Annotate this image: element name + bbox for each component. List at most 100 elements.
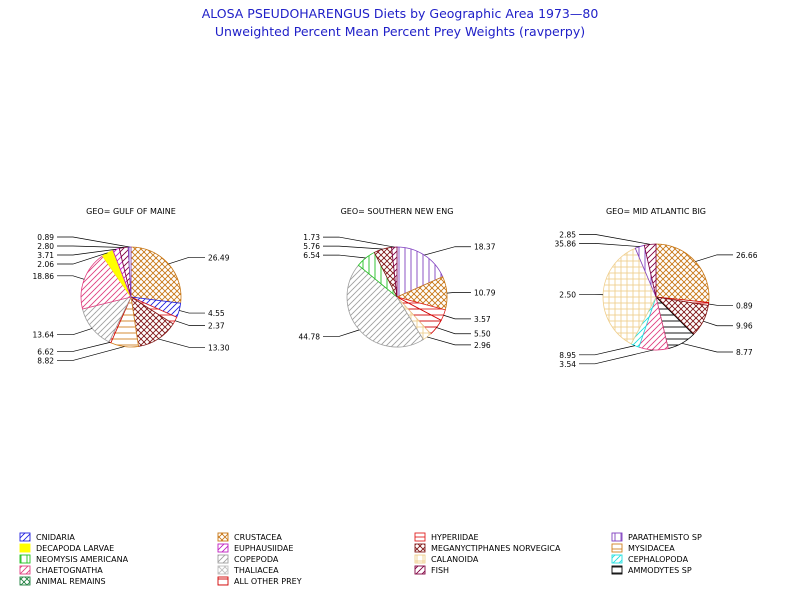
- pie-slice-crustacea: [655, 243, 710, 303]
- legend-label: CHAETOGNATHA: [36, 566, 103, 575]
- label-leader-line: [158, 338, 205, 348]
- legend-swatch: [217, 554, 229, 564]
- pie-slice-label: 2.50: [559, 290, 576, 299]
- pie-geo-label: GEO= GULF OF MAINE: [86, 207, 176, 216]
- legend-label: EUPHAUSIIDAE: [234, 544, 293, 553]
- label-leader-line: [323, 329, 360, 337]
- label-leader-line: [57, 236, 130, 248]
- legend-item-all-other-prey: ALL OTHER PREY: [217, 576, 302, 586]
- legend-swatch: [19, 565, 31, 575]
- label-leader-line: [703, 320, 733, 327]
- label-leader-line: [427, 336, 471, 346]
- legend-swatch: [217, 543, 229, 553]
- legend-label: ANIMAL REMAINS: [36, 577, 106, 586]
- legend-label: ALL OTHER PREY: [234, 577, 302, 586]
- pie-slice-label: 2.85: [559, 230, 576, 239]
- legend-label: DECAPODA LARVAE: [36, 544, 114, 553]
- legend-swatch: [611, 532, 623, 542]
- pie-slice-label: 4.55: [208, 309, 225, 318]
- label-leader-line: [57, 245, 124, 248]
- pie-slice-label: 3.57: [474, 315, 491, 324]
- legend-label: CALANOIDA: [431, 555, 479, 564]
- label-leader-line: [57, 252, 108, 265]
- pie-geo-label: GEO= MID ATLANTIC BIG: [606, 207, 706, 216]
- label-leader-line: [708, 303, 733, 306]
- legend-item-parathemisto-sp: PARATHEMISTO SP: [611, 532, 702, 542]
- legend-swatch: [611, 565, 623, 575]
- label-leader-line: [436, 327, 471, 335]
- chart-subtitle: Unweighted Percent Mean Percent Prey Wei…: [215, 24, 585, 39]
- legend-item-neomysis-americana: NEOMYSIS AMERICANA: [19, 554, 129, 564]
- legend-item-animal-remains: ANIMAL REMAINS: [19, 576, 106, 586]
- legend-swatch: [414, 565, 426, 575]
- label-leader-line: [179, 310, 205, 314]
- legend-label: PARATHEMISTO SP: [628, 533, 702, 542]
- chart-title: ALOSA PSEUDOHARENGUS Diets by Geographic…: [202, 6, 599, 21]
- pie-gulf-of-maine: GEO= GULF OF MAINE 26.49 4.55 2.37 13.30 0.89…: [33, 207, 230, 365]
- pie-slice-label: 0.89: [736, 301, 753, 310]
- pie-slice-label: 26.49: [208, 253, 230, 262]
- legend-swatch: [611, 543, 623, 553]
- label-leader-line: [579, 243, 640, 247]
- pie-slice-label: 3.71: [37, 251, 54, 260]
- label-leader-line: [579, 234, 651, 245]
- pie-slice-label: 9.96: [736, 322, 753, 331]
- label-leader-line: [57, 328, 93, 336]
- pie-slice-label: 1.73: [303, 233, 320, 242]
- legend-item-decapoda-larvae: DECAPODA LARVAE: [19, 543, 114, 553]
- legend-swatch: [217, 532, 229, 542]
- legend-swatch: [414, 554, 426, 564]
- legend-swatch: [217, 565, 229, 575]
- label-leader-line: [57, 342, 111, 352]
- pie-slice-label: 13.30: [208, 343, 230, 352]
- legend-swatch: [19, 554, 31, 564]
- legend-item-euphausiidae: EUPHAUSIIDAE: [217, 543, 293, 553]
- label-leader-line: [695, 254, 733, 262]
- label-leader-line: [443, 314, 471, 320]
- pie-slice-label: 8.95: [559, 351, 576, 360]
- pie-slice-label: 44.78: [299, 332, 321, 341]
- pie-slice-label: 0.89: [37, 233, 54, 242]
- legend-label: CEPHALOPODA: [628, 555, 689, 564]
- label-leader-line: [174, 320, 205, 326]
- label-leader-line: [579, 345, 636, 356]
- pie-southern-new-eng: GEO= SOUTHERN NEW ENG 18.37 10.79 3.57 5.50 2…: [299, 207, 496, 350]
- legend-item-meganyctiphanes-norvegica: MEGANYCTIPHANES NORVEGICA: [414, 543, 561, 553]
- legend: CNIDARIA CRUSTACEA HYPERIIDAE PARATHEMISTO …: [19, 532, 702, 586]
- legend-item-crustacea: CRUSTACEA: [217, 532, 282, 542]
- label-leader-line: [57, 275, 85, 280]
- pie-slice-chaetognatha: [80, 255, 132, 310]
- legend-item-copepoda: COPEPODA: [217, 554, 279, 564]
- pie-slice-label: 18.86: [33, 272, 55, 281]
- pie-slice-label: 8.77: [736, 348, 753, 357]
- pie-slice-label: 18.37: [474, 243, 496, 252]
- pie-slice-fish: [391, 246, 398, 298]
- legend-item-cephalopoda: CEPHALOPODA: [611, 554, 689, 564]
- legend-label: MYSIDACEA: [628, 544, 675, 553]
- pie-slice-label: 10.79: [474, 288, 496, 297]
- legend-swatch: [611, 554, 623, 564]
- label-leader-line: [323, 236, 395, 248]
- pie-slice-label: 2.06: [37, 260, 54, 269]
- pie-slice-label: 5.76: [303, 242, 320, 251]
- legend-swatch: [414, 543, 426, 553]
- legend-label: HYPERIIDAE: [431, 533, 479, 542]
- pie-mid-atlantic-big: GEO= MID ATLANTIC BIG 26.66 0.89 9.96 8.77 2.…: [555, 207, 758, 369]
- legend-label: MEGANYCTIPHANES NORVEGICA: [431, 544, 561, 553]
- label-leader-line: [681, 342, 733, 353]
- label-leader-line: [446, 291, 471, 294]
- label-leader-line: [579, 349, 654, 365]
- legend-label: CRUSTACEA: [234, 533, 282, 542]
- legend-swatch: [19, 576, 31, 586]
- label-leader-line: [168, 256, 205, 265]
- legend-item-fish: FISH: [414, 565, 449, 575]
- legend-label: CNIDARIA: [36, 533, 75, 542]
- legend-item-hyperiidae: HYPERIIDAE: [414, 532, 479, 542]
- pie-slice-label: 3.54: [559, 360, 576, 369]
- legend-label: AMMODYTES SP: [628, 566, 692, 575]
- pie-slice-label: 13.64: [33, 331, 55, 340]
- legend-item-thaliacea: THALIACEA: [217, 565, 279, 575]
- label-leader-line: [424, 246, 471, 256]
- pie-slice-crustacea: [130, 246, 182, 304]
- legend-item-chaetognatha: CHAETOGNATHA: [19, 565, 103, 575]
